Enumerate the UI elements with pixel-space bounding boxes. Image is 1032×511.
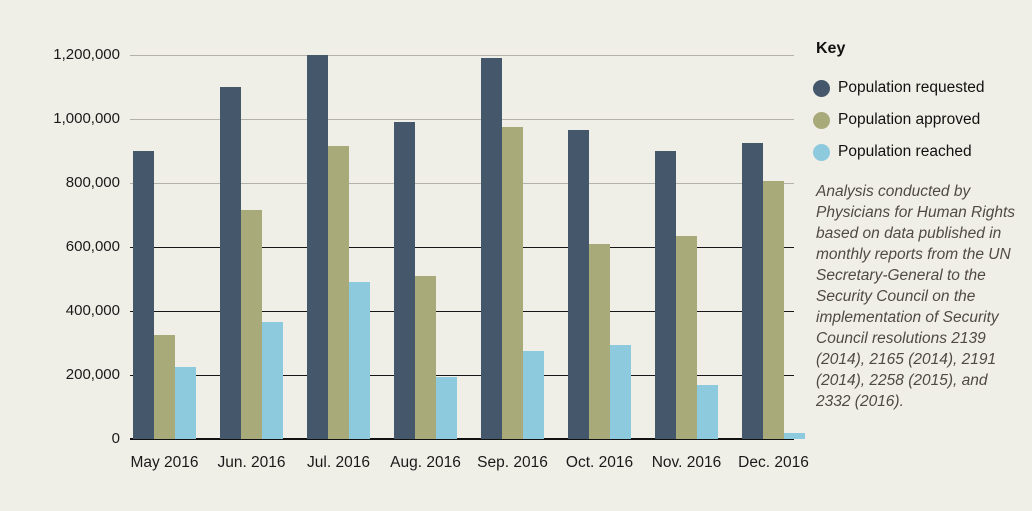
bar-population-approved-may-2016 <box>154 335 175 439</box>
bar-population-requested-jul-2016 <box>307 55 328 439</box>
y-tick-label-1000000: 1,000,000 <box>53 110 120 127</box>
bar-population-requested-jun-2016 <box>220 87 241 439</box>
legend-swatch-icon <box>813 143 830 161</box>
legend-item-label: Population requested <box>838 79 985 96</box>
bar-population-reached-nov-2016 <box>697 384 718 439</box>
plot-area: 0 200,000 400,000 600,000 800,000 1,000,000 1,… <box>53 46 809 471</box>
bar-population-reached-sep-2016 <box>523 351 544 439</box>
legend-item-label: Population approved <box>838 111 981 128</box>
bar-population-approved-jun-2016 <box>241 210 262 439</box>
bar-population-reached-oct-2016 <box>610 344 631 439</box>
y-tick-label-600000: 600,000 <box>65 238 120 255</box>
x-axis-line <box>130 438 794 440</box>
gridline-1200000 <box>130 54 794 56</box>
bar-population-reached-may-2016 <box>175 367 196 439</box>
bar-population-reached-dec-2016 <box>784 432 805 439</box>
legend-title: Key <box>816 40 846 57</box>
x-tick-label-aug-2016: Aug. 2016 <box>390 454 461 471</box>
bar-population-approved-nov-2016 <box>676 235 697 439</box>
legend-item-1: Population approved <box>813 104 1023 136</box>
x-tick-label-dec-2016: Dec. 2016 <box>738 454 809 471</box>
bar-population-requested-may-2016 <box>133 151 154 439</box>
gridline-800000 <box>130 182 794 184</box>
x-tick-label-sep-2016: Sep. 2016 <box>477 454 548 471</box>
bar-population-approved-aug-2016 <box>415 275 436 439</box>
x-tick-label-may-2016: May 2016 <box>130 454 199 471</box>
legend-item-2: Population reached <box>813 136 1023 168</box>
bar-population-requested-sep-2016 <box>481 58 502 439</box>
legend-swatch-icon <box>813 79 830 97</box>
gridline-1000000 <box>130 118 794 120</box>
y-tick-label-1200000: 1,200,000 <box>53 46 120 63</box>
x-tick-label-nov-2016: Nov. 2016 <box>651 454 722 471</box>
legend: Key Population requested Population appro… <box>813 40 1023 168</box>
annotation-text: Analysis conducted by Physicians for Hum… <box>816 183 1015 410</box>
bar-population-requested-dec-2016 <box>742 143 763 439</box>
legend-swatch-icon <box>813 111 830 129</box>
x-tick-label-jun-2016: Jun. 2016 <box>217 454 286 471</box>
bar-population-reached-jul-2016 <box>349 282 370 439</box>
bar-population-requested-aug-2016 <box>394 122 415 439</box>
y-tick-label-200000: 200,000 <box>65 366 120 383</box>
legend-item-label: Population reached <box>838 143 972 160</box>
legend-item-0: Population requested <box>813 72 1023 104</box>
gridline-200000 <box>130 374 794 376</box>
bar-population-requested-nov-2016 <box>655 151 676 439</box>
y-tick-label-800000: 800,000 <box>65 174 120 191</box>
bar-population-requested-oct-2016 <box>568 130 589 439</box>
y-tick-label-400000: 400,000 <box>65 302 120 319</box>
x-tick-label-jul-2016: Jul. 2016 <box>307 454 370 471</box>
bar-population-reached-jun-2016 <box>262 322 283 439</box>
legend-items: Population requested Population approved P… <box>813 72 1023 168</box>
bar-population-approved-oct-2016 <box>589 243 610 439</box>
x-tick-label-oct-2016: Oct. 2016 <box>565 454 634 471</box>
bar-population-approved-jul-2016 <box>328 146 349 439</box>
bar-population-approved-sep-2016 <box>502 127 523 439</box>
y-tick-label-0: 0 <box>111 430 120 447</box>
bar-population-approved-dec-2016 <box>763 181 784 439</box>
bar-population-reached-aug-2016 <box>436 376 457 439</box>
gridline-600000 <box>130 246 794 248</box>
gridline-400000 <box>130 310 794 312</box>
